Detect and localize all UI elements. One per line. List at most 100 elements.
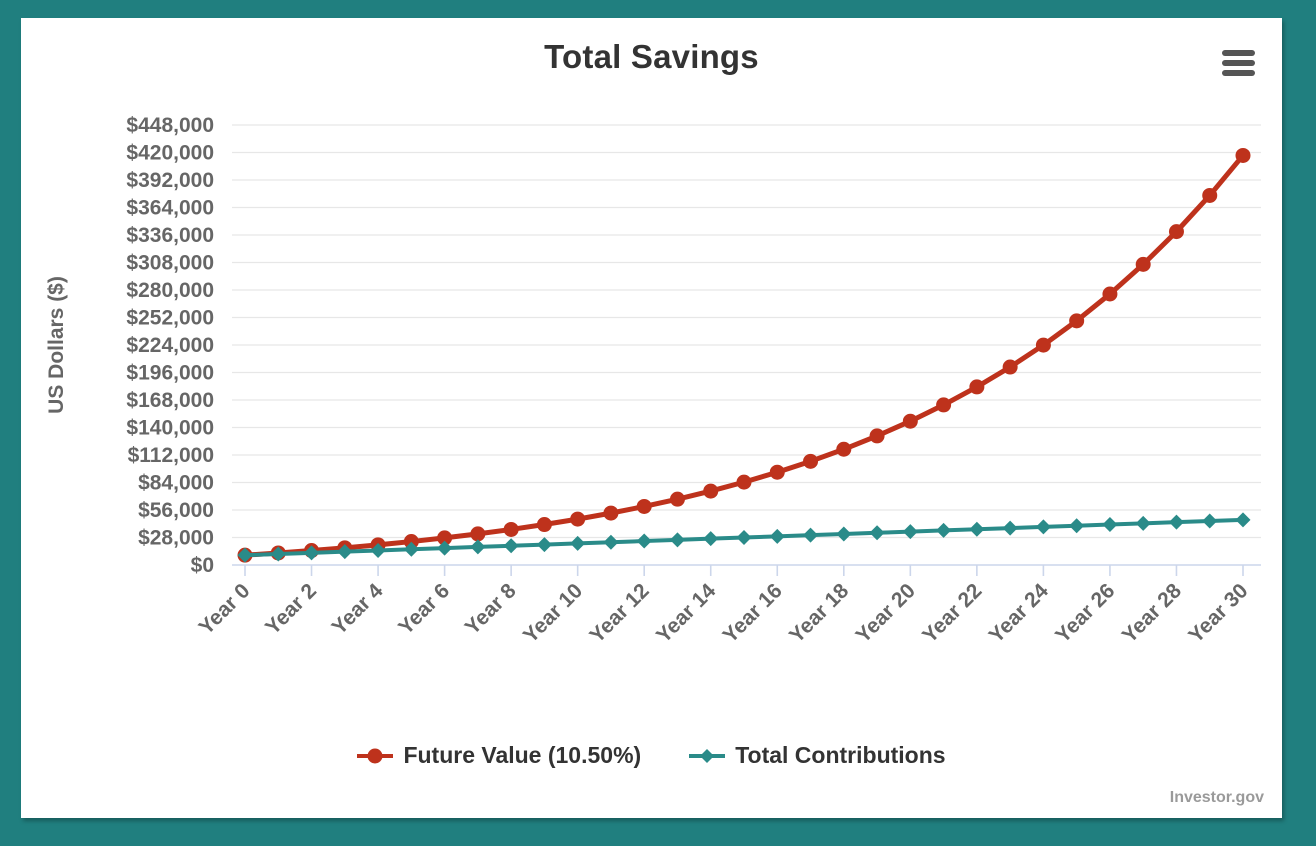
data-point-circle[interactable] xyxy=(803,453,819,469)
y-tick-label: $28,000 xyxy=(138,527,214,550)
data-point-diamond[interactable] xyxy=(969,521,985,537)
data-point-diamond[interactable] xyxy=(337,544,353,560)
data-point-diamond[interactable] xyxy=(237,547,253,563)
data-point-diamond[interactable] xyxy=(703,531,719,547)
data-point-circle[interactable] xyxy=(1202,187,1218,203)
legend-item-total-contributions[interactable]: Total Contributions xyxy=(689,742,946,769)
data-point-diamond[interactable] xyxy=(869,525,885,541)
x-tick-label: Year 22 xyxy=(918,579,986,647)
x-tick-label: Year 8 xyxy=(461,579,521,639)
x-tick-label: Year 26 xyxy=(1051,579,1119,647)
data-point-diamond[interactable] xyxy=(1135,515,1151,531)
y-tick-label: $252,000 xyxy=(126,307,214,330)
legend-item-future-value-10-50[interactable]: Future Value (10.50%) xyxy=(357,742,641,769)
data-point-diamond[interactable] xyxy=(503,538,519,554)
x-axis-ticks xyxy=(244,565,1244,576)
data-point-circle[interactable] xyxy=(1235,147,1251,163)
y-tick-label: $308,000 xyxy=(126,252,214,275)
y-tick-label: $224,000 xyxy=(126,334,214,357)
x-tick-label: Year 18 xyxy=(785,579,854,648)
data-point-diamond[interactable] xyxy=(403,541,419,557)
legend-label: Total Contributions xyxy=(735,742,946,768)
data-point-diamond[interactable] xyxy=(803,527,819,543)
hamburger-icon xyxy=(1222,60,1255,66)
data-point-circle[interactable] xyxy=(969,379,985,395)
data-point-circle[interactable] xyxy=(437,530,453,546)
legend-circle-marker-icon xyxy=(357,748,394,763)
y-tick-label: $84,000 xyxy=(138,472,214,495)
data-point-circle[interactable] xyxy=(836,441,852,457)
chart-card: Total Savings $0 $28,000 $56,000 $84,000 $11… xyxy=(21,18,1282,818)
x-tick-label: Year 12 xyxy=(585,579,653,647)
y-tick-label: $0 xyxy=(191,554,214,577)
y-axis-title: US Dollars ($) xyxy=(45,276,68,414)
data-point-circle[interactable] xyxy=(636,498,652,514)
data-point-circle[interactable] xyxy=(703,483,719,499)
x-tick-label: Year 28 xyxy=(1118,579,1187,648)
data-point-circle[interactable] xyxy=(902,413,918,429)
data-point-diamond[interactable] xyxy=(902,524,918,540)
y-tick-label: $112,000 xyxy=(128,444,214,467)
data-point-diamond[interactable] xyxy=(636,533,652,549)
data-point-circle[interactable] xyxy=(669,491,685,507)
data-point-diamond[interactable] xyxy=(669,532,685,548)
data-point-diamond[interactable] xyxy=(1202,513,1218,529)
data-point-diamond[interactable] xyxy=(270,546,286,562)
data-point-diamond[interactable] xyxy=(536,537,552,553)
x-tick-label: Year 4 xyxy=(328,579,388,639)
series-total-contributions[interactable] xyxy=(237,512,1251,563)
data-point-diamond[interactable] xyxy=(936,522,952,538)
series-future-value-10-50[interactable] xyxy=(237,147,1251,563)
data-point-diamond[interactable] xyxy=(736,530,752,545)
data-point-diamond[interactable] xyxy=(304,545,320,561)
data-point-circle[interactable] xyxy=(470,526,486,542)
y-tick-label: $168,000 xyxy=(126,389,214,412)
data-point-circle[interactable] xyxy=(1035,337,1051,353)
x-tick-label: Year 14 xyxy=(652,579,721,648)
data-point-diamond[interactable] xyxy=(1002,520,1018,536)
x-tick-label: Year 16 xyxy=(719,579,787,647)
data-point-circle[interactable] xyxy=(1135,256,1151,272)
data-point-diamond[interactable] xyxy=(1235,512,1251,528)
data-point-circle[interactable] xyxy=(1168,224,1184,240)
data-point-circle[interactable] xyxy=(1102,286,1118,302)
chart-title: Total Savings xyxy=(544,38,759,75)
data-point-diamond[interactable] xyxy=(836,526,852,542)
data-point-diamond[interactable] xyxy=(769,528,785,544)
data-point-circle[interactable] xyxy=(603,505,619,521)
data-point-circle[interactable] xyxy=(1002,359,1018,375)
y-tick-label: $392,000 xyxy=(126,169,214,192)
y-tick-label: $196,000 xyxy=(126,362,214,385)
export-menu-button[interactable] xyxy=(1222,50,1255,76)
y-axis-labels: $0 $28,000 $56,000 $84,000 $112,000 $140,000 $… xyxy=(126,114,214,577)
data-point-circle[interactable] xyxy=(869,428,885,444)
data-point-diamond[interactable] xyxy=(470,539,486,555)
data-point-circle[interactable] xyxy=(403,534,419,550)
data-point-diamond[interactable] xyxy=(1102,517,1118,533)
data-point-circle[interactable] xyxy=(936,397,952,413)
data-point-diamond[interactable] xyxy=(603,534,619,550)
x-tick-label: Year 6 xyxy=(394,579,454,639)
hamburger-icon xyxy=(1222,50,1255,56)
data-point-circle[interactable] xyxy=(769,464,785,480)
data-point-circle[interactable] xyxy=(736,474,752,490)
data-point-circle[interactable] xyxy=(503,521,519,537)
data-point-diamond[interactable] xyxy=(437,540,453,556)
data-point-diamond[interactable] xyxy=(370,542,386,558)
data-point-diamond[interactable] xyxy=(1069,518,1085,534)
y-gridlines xyxy=(232,124,1261,539)
data-point-circle[interactable] xyxy=(570,511,586,527)
y-tick-label: $140,000 xyxy=(126,417,214,440)
legend: Future Value (10.50%) Total Contributions xyxy=(21,742,1282,769)
data-point-circle[interactable] xyxy=(1069,313,1085,329)
legend-label: Future Value (10.50%) xyxy=(403,742,642,768)
y-tick-label: $336,000 xyxy=(126,224,214,247)
data-point-diamond[interactable] xyxy=(570,535,586,551)
y-tick-label: $280,000 xyxy=(126,279,214,302)
data-point-diamond[interactable] xyxy=(1035,519,1051,535)
x-tick-label: Year 24 xyxy=(985,579,1054,648)
data-point-diamond[interactable] xyxy=(1168,514,1184,530)
data-point-circle[interactable] xyxy=(536,517,552,533)
